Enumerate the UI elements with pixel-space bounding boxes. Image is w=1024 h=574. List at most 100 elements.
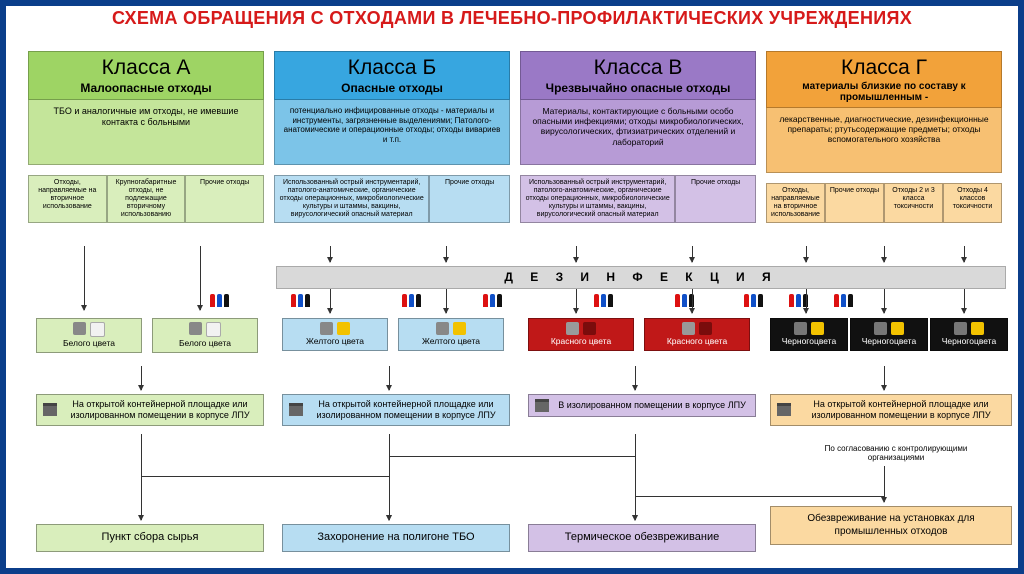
class-v-desc: Материалы, контактирующие с больными осо… <box>520 100 756 165</box>
arrow <box>635 456 636 520</box>
arrow <box>389 366 390 390</box>
arrow <box>576 246 577 262</box>
class-a-sub: Малоопасные отходы <box>35 81 257 95</box>
bag-label: Черногоцвета <box>935 337 1003 347</box>
class-b-desc: потенциально инфицированные отходы - мат… <box>274 100 510 165</box>
arrow <box>141 366 142 390</box>
connector <box>635 496 884 497</box>
arrow <box>84 246 85 310</box>
arrow <box>446 289 447 313</box>
class-a-header: Класса А Малоопасные отходы <box>28 51 264 100</box>
class-v-subrow: Использованный острый инструментарий, па… <box>520 175 756 223</box>
bag-box-v1: Красного цвета <box>528 318 634 351</box>
bag-box-a2: Белого цвета <box>152 318 258 353</box>
bag-label: Желтого цвета <box>287 337 383 347</box>
stage-text: На открытой контейнерной площадке или из… <box>63 399 257 421</box>
final-v: Термическое обезвреживание <box>528 524 756 552</box>
sub-box: Отходы 2 и 3 класса токсичности <box>884 183 943 223</box>
class-g-sub: материалы близкие по составу к промышлен… <box>773 81 995 103</box>
final-b: Захоронение на полигоне ТБО <box>282 524 510 552</box>
arrow <box>330 289 331 313</box>
class-a-subrow: Отходы, направляемые на вторичное исполь… <box>28 175 264 223</box>
arrow <box>635 366 636 390</box>
column-class-a: Класса А Малоопасные отходы ТБО и аналог… <box>28 51 264 223</box>
bag-box-g2: Черногоцвета <box>850 318 928 351</box>
bag-box-g1: Черногоцвета <box>770 318 848 351</box>
bag-label: Желтого цвета <box>403 337 499 347</box>
class-v-name: Класса В <box>527 56 749 80</box>
arrow <box>330 246 331 262</box>
sub-box: Использованный острый инструментарий, па… <box>274 175 429 223</box>
sub-box: Использованный острый инструментарий, па… <box>520 175 675 223</box>
stage-b: На открытой контейнерной площадке или из… <box>282 394 510 426</box>
class-g-subrow: Отходы, направляемые на вторичное исполь… <box>766 183 1002 223</box>
class-b-sub: Опасные отходы <box>281 81 503 95</box>
class-v-header: Класса В Чрезвычайно опасные отходы <box>520 51 756 100</box>
bag-label: Белого цвета <box>41 339 137 349</box>
arrow <box>141 434 142 520</box>
canvas: СХЕМА ОБРАЩЕНИЯ С ОТХОДАМИ В ЛЕЧЕБНО-ПРО… <box>6 6 1018 568</box>
page-title: СХЕМА ОБРАЩЕНИЯ С ОТХОДАМИ В ЛЕЧЕБНО-ПРО… <box>12 8 1012 29</box>
sub-box: Крупногабаритные отходы, не подлежащие в… <box>107 175 186 223</box>
bin-icon <box>777 403 791 416</box>
bin-icon <box>289 403 303 416</box>
sub-box: Прочие отходы <box>825 183 884 223</box>
arrow <box>964 246 965 262</box>
final-g: Обезвреживание на установках для промышл… <box>770 506 1012 545</box>
class-g-header: Класса Г материалы близкие по составу к … <box>766 51 1002 108</box>
connector <box>389 456 635 457</box>
column-class-g: Класса Г материалы близкие по составу к … <box>766 51 1002 223</box>
stage-text: На открытой контейнерной площадке или из… <box>309 399 503 421</box>
disinfection-bar: Д Е З И Н Ф Е К Ц И Я <box>276 266 1006 289</box>
class-g-desc: лекарственные, диагностические, дезинфек… <box>766 108 1002 173</box>
class-g-name: Класса Г <box>773 56 995 80</box>
arrow <box>884 246 885 262</box>
bag-box-a1: Белого цвета <box>36 318 142 353</box>
bag-box-g3: Черногоцвета <box>930 318 1008 351</box>
class-a-desc: ТБО и аналогичные им отходы, не имевшие … <box>28 100 264 165</box>
arrow <box>884 466 885 502</box>
arrow <box>884 289 885 313</box>
class-b-subrow: Использованный острый инструментарий, па… <box>274 175 510 223</box>
final-a: Пункт сбора сырья <box>36 524 264 552</box>
bin-icon <box>43 403 57 416</box>
arrow <box>389 476 390 520</box>
stage-text: На открытой контейнерной площадке или из… <box>797 399 1005 421</box>
bag-label: Красного цвета <box>649 337 745 347</box>
arrow <box>576 289 577 313</box>
column-class-v: Класса В Чрезвычайно опасные отходы Мате… <box>520 51 756 223</box>
arrow <box>806 289 807 313</box>
bag-box-v2: Красного цвета <box>644 318 750 351</box>
bag-label: Красного цвета <box>533 337 629 347</box>
arrow <box>806 246 807 262</box>
arrow <box>692 289 693 313</box>
class-b-header: Класса Б Опасные отходы <box>274 51 510 100</box>
arrow <box>446 246 447 262</box>
bag-label: Черногоцвета <box>775 337 843 347</box>
sub-box: Отходы 4 классов токсичности <box>943 183 1002 223</box>
stage-g: На открытой контейнерной площадке или из… <box>770 394 1012 426</box>
class-b-name: Класса Б <box>281 56 503 80</box>
bin-icon <box>535 399 549 412</box>
arrow <box>884 366 885 390</box>
class-a-name: Класса А <box>35 56 257 80</box>
bag-box-b2: Желтого цвета <box>398 318 504 351</box>
bag-label: Белого цвета <box>157 339 253 349</box>
bag-label: Черногоцвета <box>855 337 923 347</box>
connector <box>141 476 389 477</box>
note-g: По согласованию с контролирующими органи… <box>796 444 996 462</box>
sub-box: Прочие отходы <box>675 175 756 223</box>
sub-box: Прочие отходы <box>185 175 264 223</box>
column-class-b: Класса Б Опасные отходы потенциально инф… <box>274 51 510 223</box>
stage-v: В изолированном помещении в корпусе ЛПУ <box>528 394 756 417</box>
arrow <box>692 246 693 262</box>
arrow <box>200 246 201 310</box>
stage-text: В изолированном помещении в корпусе ЛПУ <box>555 400 749 411</box>
stage-a: На открытой контейнерной площадке или из… <box>36 394 264 426</box>
sub-box: Прочие отходы <box>429 175 510 223</box>
bag-box-b1: Желтого цвета <box>282 318 388 351</box>
arrow <box>964 289 965 313</box>
page-frame: СХЕМА ОБРАЩЕНИЯ С ОТХОДАМИ В ЛЕЧЕБНО-ПРО… <box>0 0 1024 574</box>
sub-box: Отходы, направляемые на вторичное исполь… <box>28 175 107 223</box>
sub-box: Отходы, направляемые на вторичное исполь… <box>766 183 825 223</box>
